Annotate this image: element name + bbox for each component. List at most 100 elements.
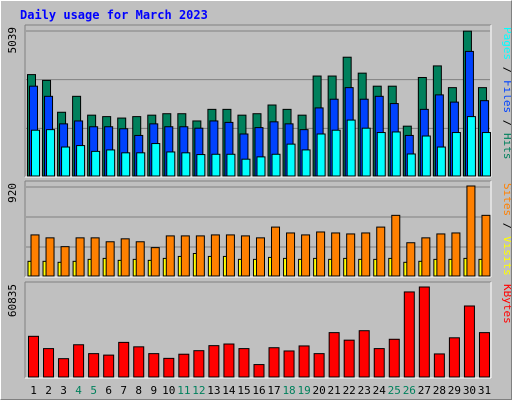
kbytes-bar (208, 345, 220, 378)
sites-bar (165, 235, 175, 277)
pages-bar (91, 150, 101, 177)
pages-bar (301, 149, 311, 177)
day-label: 24 (373, 384, 387, 397)
kbytes-bar (358, 330, 370, 378)
pages-bar (166, 151, 176, 177)
kbytes-bar (43, 348, 55, 378)
kbytes-bar (418, 286, 430, 378)
pages-bar (361, 127, 371, 177)
usage-legend: Pages / Files / Hits (501, 27, 511, 160)
kbytes-bar (193, 350, 205, 378)
kbytes-bar (298, 345, 310, 378)
pages-bar (316, 133, 326, 177)
pages-bar (136, 152, 146, 177)
kbytes-bar (28, 335, 39, 378)
day-label: 9 (150, 384, 157, 397)
sites-bar (301, 234, 311, 277)
day-label: 28 (433, 384, 446, 397)
sites-bar (376, 226, 386, 277)
kbytes-bar (223, 343, 235, 378)
sites-bar (271, 226, 281, 277)
day-label: 30 (463, 384, 476, 397)
day-label: 25 (388, 384, 401, 397)
legend-visits: Visits (501, 236, 511, 276)
kbytes-bar (433, 353, 445, 378)
right-legend-text: KBytes (501, 284, 511, 324)
pages-bar (451, 132, 461, 177)
day-label: 2 (45, 384, 52, 397)
pages-bar (211, 153, 221, 177)
pages-bar (151, 143, 161, 177)
pages-bar (466, 116, 476, 177)
sites-bar (210, 234, 220, 277)
pages-bar (76, 145, 86, 177)
pages-bar (256, 156, 266, 177)
day-label: 16 (252, 384, 265, 397)
kbytes-bar (103, 354, 115, 378)
day-label: 10 (162, 384, 175, 397)
sites-bar (466, 185, 476, 277)
sites-bar (105, 241, 115, 277)
pages-bar (406, 153, 416, 177)
kbytes-bar (463, 305, 475, 378)
pages-bar (181, 152, 191, 177)
kbytes-bar (253, 364, 265, 378)
sites-bar (150, 247, 160, 277)
kbytes-bar (178, 353, 190, 378)
kbytes-bar (343, 339, 355, 378)
pages-bar (121, 152, 131, 177)
day-label: 4 (75, 384, 82, 397)
sites-bar (75, 237, 85, 277)
pages-bar (331, 129, 341, 177)
pages-bar (376, 132, 386, 177)
pages-bar (106, 149, 116, 177)
kbytes-bar (403, 291, 415, 378)
pages-bar (346, 119, 356, 177)
sites-bar (225, 234, 235, 277)
kbytes-bar (268, 347, 280, 378)
sites-bar (346, 233, 356, 277)
pages-bar (271, 153, 281, 177)
kbytes-ymax-label: 60835 (6, 284, 19, 317)
kbytes-bars (28, 286, 490, 378)
sites-bar (90, 237, 100, 277)
legend-files: Files (501, 80, 511, 113)
kbytes-bar (73, 344, 85, 378)
pages-bar (46, 129, 56, 177)
day-label: 5 (90, 384, 97, 397)
kbytes-bar (313, 353, 325, 378)
pages-bar (61, 146, 71, 177)
sites-bar (406, 242, 416, 277)
day-label: 31 (478, 384, 491, 397)
day-label: 1 (30, 384, 37, 397)
sites-bar (180, 235, 190, 277)
kbytes-bar (283, 350, 295, 378)
sites-bar (361, 232, 371, 277)
sites-bar (481, 214, 491, 277)
sites-bar (331, 232, 341, 277)
sites-bar (391, 214, 401, 277)
right-legend-text: Pages / Files / Hits (501, 27, 511, 160)
day-label: 20 (313, 384, 326, 397)
day-label: 14 (222, 384, 236, 397)
day-label: 6 (105, 384, 112, 397)
day-label: 11 (177, 384, 190, 397)
sites-bar (30, 234, 40, 277)
day-label: 27 (418, 384, 431, 397)
kbytes-bar (388, 338, 400, 378)
chart-title: Daily usage for March 2023 (20, 8, 208, 22)
sites-bar (60, 246, 70, 277)
sites-bar (45, 237, 55, 277)
usage-ymax-label: 5039 (6, 27, 19, 54)
usage-bars (27, 30, 491, 177)
legend-separator: / (501, 113, 511, 133)
sites-bar (421, 237, 431, 277)
pages-bar (31, 129, 40, 177)
day-label: 29 (448, 384, 461, 397)
day-label: 22 (343, 384, 356, 397)
kbytes-bar (448, 337, 460, 378)
legend-sites: Sites (501, 183, 511, 216)
sites-bar (195, 235, 205, 277)
kbytes-bar (148, 353, 160, 378)
day-label: 7 (120, 384, 127, 397)
